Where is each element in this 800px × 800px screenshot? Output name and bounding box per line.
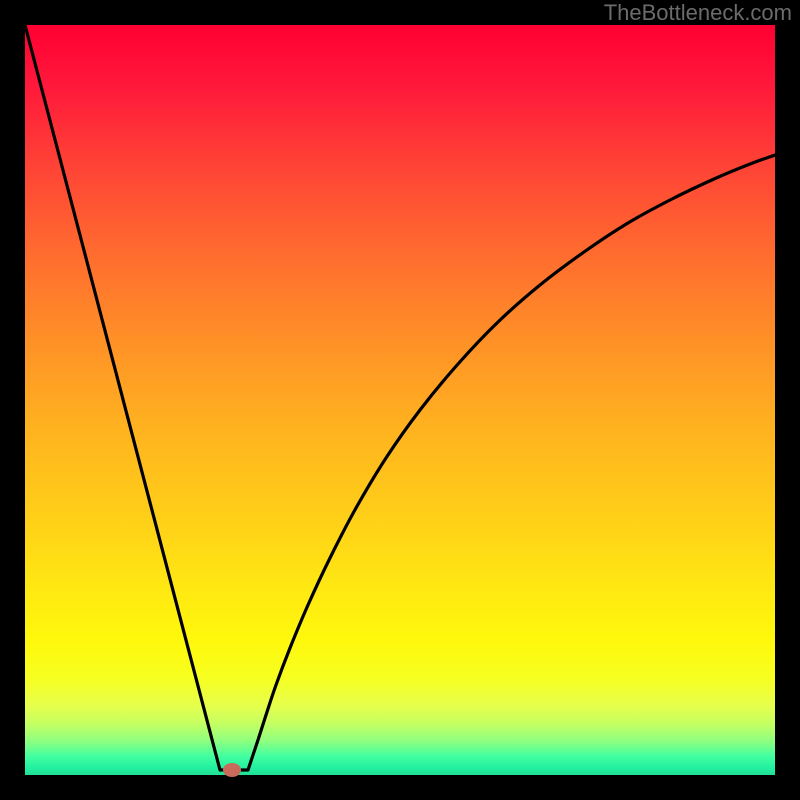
bottleneck-chart: TheBottleneck.com (0, 0, 800, 800)
plot-area (25, 25, 775, 775)
watermark-label: TheBottleneck.com (604, 0, 792, 25)
optimal-point-marker (223, 763, 241, 777)
